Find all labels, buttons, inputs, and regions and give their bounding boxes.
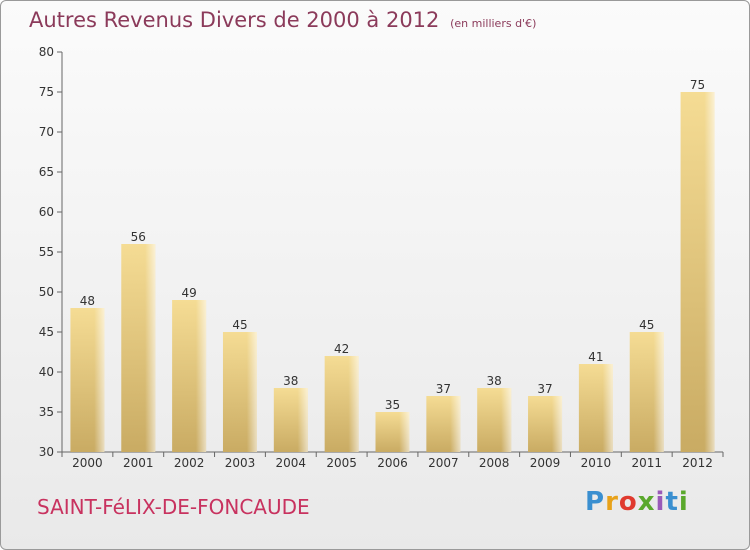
bar-highlight <box>70 308 105 452</box>
y-tick-label: 35 <box>39 405 54 419</box>
bar-highlight <box>273 388 308 452</box>
chart-axes: 30 35 40 45 50 55 60 65 70 75 80 2000 2001 2002 2003 20… <box>39 45 724 470</box>
bar-value-label: 48 <box>80 294 95 308</box>
bar-highlight <box>121 244 156 452</box>
x-tick-label: 2000 <box>72 456 103 470</box>
bar-highlight <box>477 388 512 452</box>
bar-value-label: 41 <box>588 350 603 364</box>
bar-highlight <box>528 396 563 452</box>
bar-highlight <box>629 332 664 452</box>
x-tick-label: 2005 <box>326 456 357 470</box>
bar-highlight <box>578 364 613 452</box>
chart-title: Autres Revenus Divers de 2000 à 2012 (en… <box>29 8 536 32</box>
y-tick-label: 80 <box>39 45 54 59</box>
x-tick-label: 2010 <box>581 456 612 470</box>
x-tick-label: 2003 <box>225 456 256 470</box>
x-tick-label: 2004 <box>276 456 307 470</box>
chart-title-unit: (en milliers d'€) <box>450 17 537 30</box>
y-tick-label: 40 <box>39 365 54 379</box>
x-tick-label: 2012 <box>682 456 713 470</box>
bar-highlight <box>375 412 410 452</box>
x-tick-label: 2002 <box>174 456 205 470</box>
y-tick-label: 75 <box>39 85 54 99</box>
bar-highlight <box>172 300 207 452</box>
x-tick-label: 2011 <box>631 456 662 470</box>
x-tick-label: 2001 <box>123 456 154 470</box>
y-tick-label: 70 <box>39 125 54 139</box>
bar-value-label: 49 <box>181 286 196 300</box>
bar-highlight <box>680 92 715 452</box>
chart-title-text: Autres Revenus Divers de 2000 à 2012 <box>29 8 440 32</box>
x-tick-label: 2007 <box>428 456 459 470</box>
x-tick-label: 2008 <box>479 456 510 470</box>
place-name: SAINT-FéLIX-DE-FONCAUDE <box>37 495 310 519</box>
proxiti-logo: Proxiti <box>585 487 689 517</box>
bar-value-label: 42 <box>334 342 349 356</box>
bar-value-label: 45 <box>639 318 654 332</box>
y-tick-label: 50 <box>39 285 54 299</box>
bar-value-label: 45 <box>232 318 247 332</box>
y-tick-label: 60 <box>39 205 54 219</box>
y-tick-label: 55 <box>39 245 54 259</box>
y-tick-label: 65 <box>39 165 54 179</box>
x-tick-label: 2006 <box>377 456 408 470</box>
bar-value-label: 37 <box>436 382 451 396</box>
chart-bars: 48 56 49 45 38 42 35 37 38 37 41 45 75 <box>70 78 715 452</box>
bar-highlight <box>324 356 359 452</box>
bar-value-label: 75 <box>690 78 705 92</box>
y-tick-label: 45 <box>39 325 54 339</box>
y-tick-label: 30 <box>39 445 54 459</box>
bar-highlight <box>426 396 461 452</box>
bar-value-label: 38 <box>487 374 502 388</box>
bar-value-label: 35 <box>385 398 400 412</box>
bar-value-label: 37 <box>537 382 552 396</box>
bar-value-label: 38 <box>283 374 298 388</box>
bar-value-label: 56 <box>131 230 146 244</box>
x-tick-label: 2009 <box>530 456 561 470</box>
bar-highlight <box>222 332 257 452</box>
